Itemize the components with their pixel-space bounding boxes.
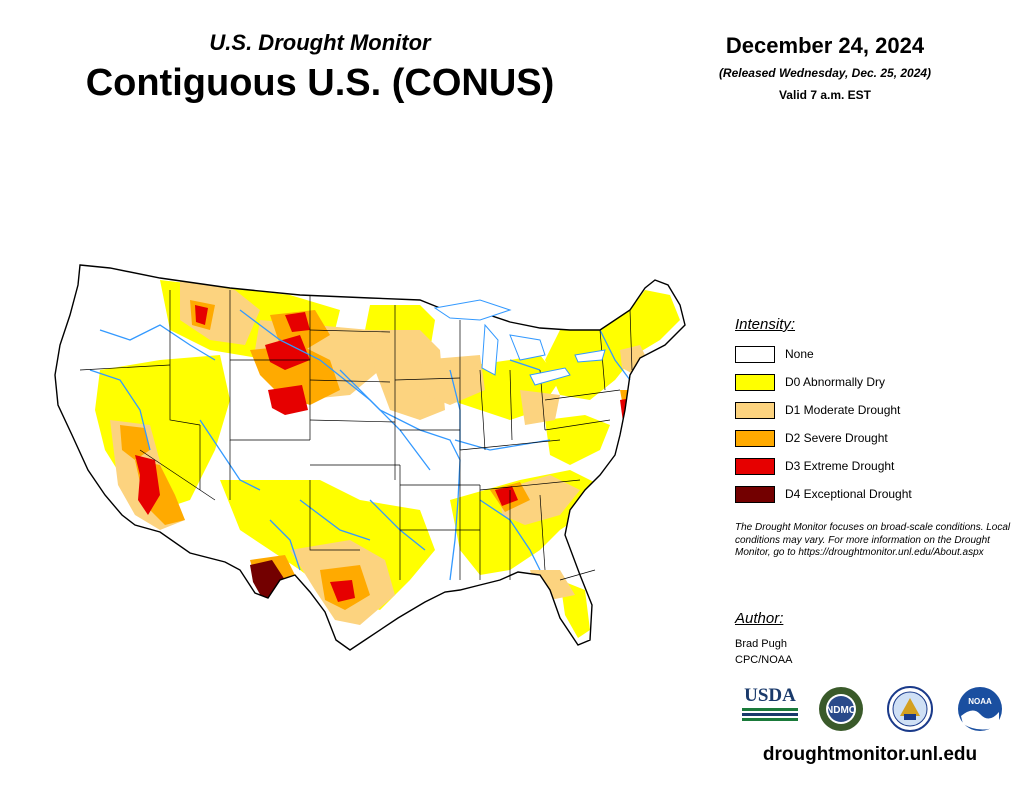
drought-areas	[55, 265, 685, 650]
state-borders	[79, 290, 633, 581]
legend-item-none: None	[735, 344, 814, 364]
legend-item-d2: D2 Severe Drought	[735, 428, 888, 448]
ndmc-logo: NDMC	[819, 687, 863, 731]
drought-map	[54, 264, 686, 651]
legend-label-d0: D0 Abnormally Dry	[785, 375, 886, 389]
usda-logo: USDA	[742, 686, 798, 721]
legend-swatch-d3	[735, 457, 775, 475]
legend-label-d1: D1 Moderate Drought	[785, 403, 901, 417]
legend-swatch-d0	[735, 373, 775, 391]
legend-label-none: None	[785, 347, 814, 361]
legend-item-d1: D1 Moderate Drought	[735, 400, 900, 420]
author-name: Brad Pugh	[735, 638, 787, 650]
us-outline	[54, 264, 686, 651]
author-org: CPC/NOAA	[735, 654, 793, 666]
area-d3	[135, 305, 634, 602]
rivers	[89, 309, 631, 581]
great-lakes	[433, 299, 606, 386]
disclaimer-note: The Drought Monitor focuses on broad-sca…	[735, 522, 1011, 558]
ndmc-logo-text: NDMC	[826, 705, 856, 716]
legend-label-d2: D2 Severe Drought	[785, 431, 888, 445]
legend-title: Intensity:	[735, 316, 796, 333]
valid-time: Valid 7 a.m. EST	[778, 88, 872, 102]
release-date: (Released Wednesday, Dec. 25, 2024)	[718, 66, 932, 80]
noaa-logo-text: NOAA	[968, 697, 992, 706]
noaa-logo: NOAA	[958, 687, 1002, 731]
legend-swatch-d1	[735, 401, 775, 419]
legend-item-d0: D0 Abnormally Dry	[735, 372, 885, 392]
legend-item-d3: D3 Extreme Drought	[735, 456, 894, 476]
doc-seal-logo	[887, 686, 933, 732]
legend-item-d4: D4 Exceptional Drought	[735, 484, 912, 504]
legend-swatch-none	[735, 345, 775, 363]
usda-logo-text: USDA	[744, 685, 796, 706]
website-link[interactable]: droughtmonitor.unl.edu	[762, 744, 978, 765]
legend-label-d3: D3 Extreme Drought	[785, 459, 895, 473]
legend-swatch-d4	[735, 485, 775, 503]
map-title: Contiguous U.S. (CONUS)	[85, 62, 555, 104]
author-block: Brad Pugh CPC/NOAA	[735, 636, 792, 668]
map-date: December 24, 2024	[725, 33, 925, 58]
author-heading: Author:	[735, 610, 784, 627]
legend-swatch-d2	[735, 429, 775, 447]
legend-label-d4: D4 Exceptional Drought	[785, 487, 912, 501]
map-subtitle: U.S. Drought Monitor	[209, 30, 431, 55]
